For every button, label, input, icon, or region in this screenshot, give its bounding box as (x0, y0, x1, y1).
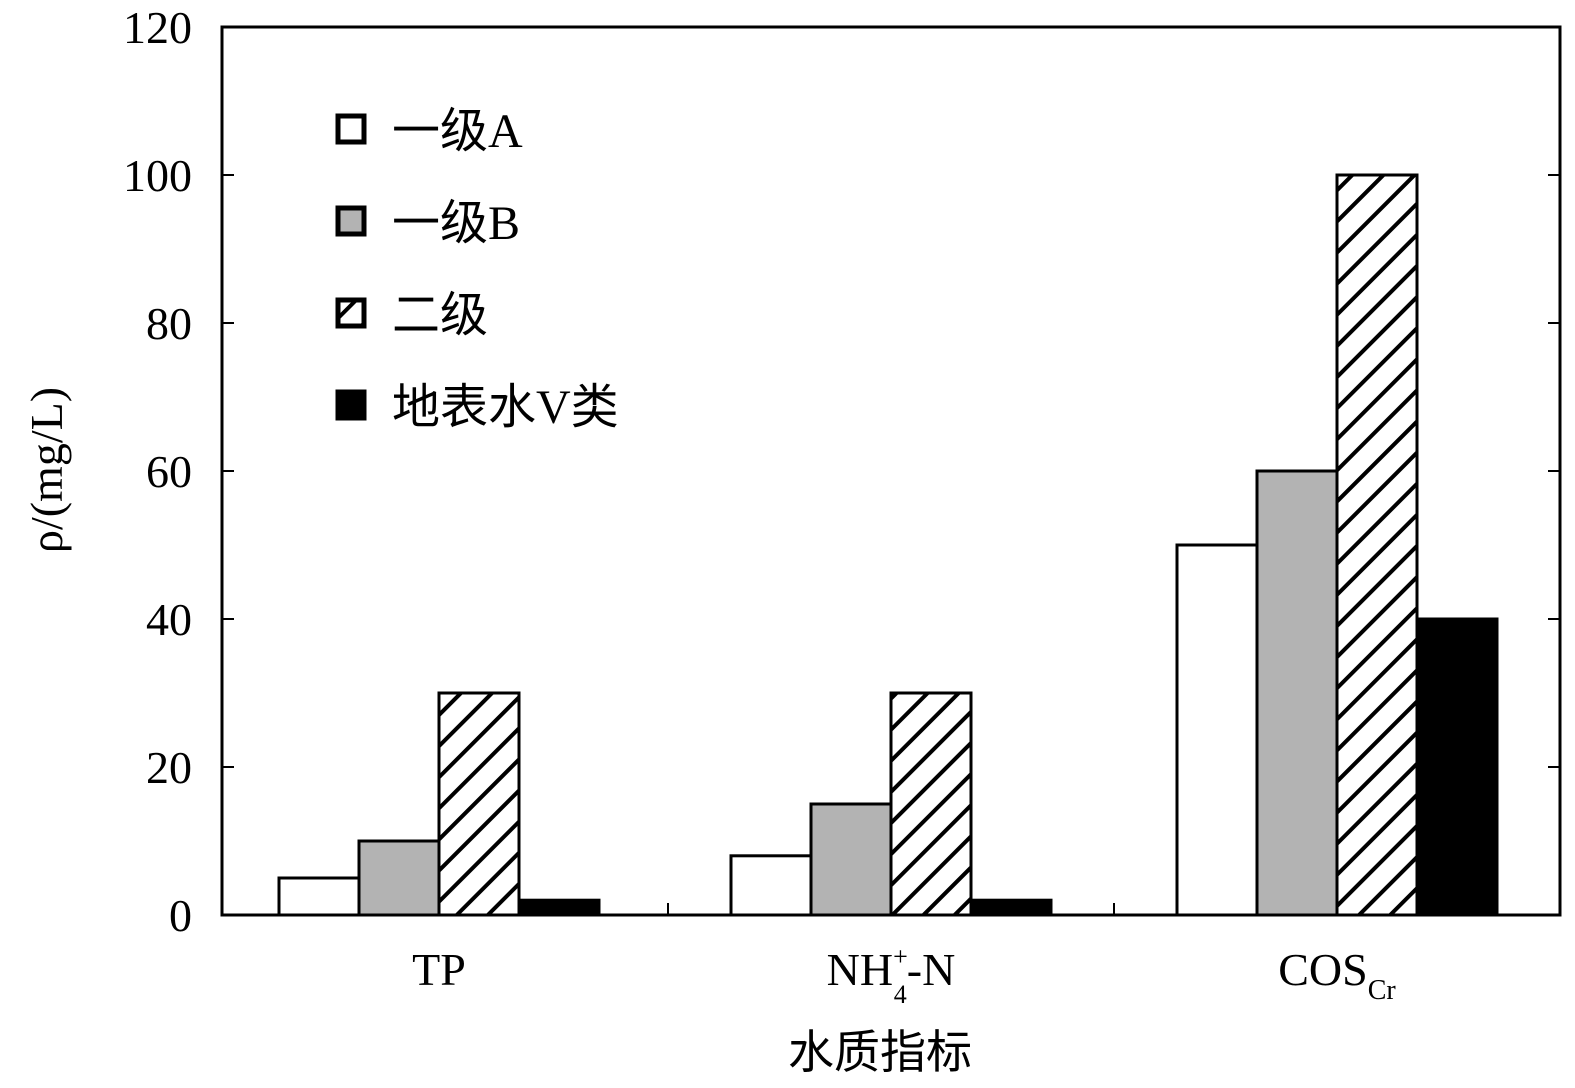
legend-swatch (335, 113, 367, 145)
y-tick-label: 40 (146, 594, 192, 645)
bar-1-2 (729, 854, 813, 917)
bar-3-1 (437, 691, 521, 917)
y-tick-label: 0 (169, 890, 192, 941)
bar-1-3 (1175, 543, 1259, 917)
bar-4-2 (969, 898, 1053, 917)
x-tick-label: COSCr (1278, 944, 1396, 1006)
bar-1-1 (277, 876, 361, 917)
legend-swatch (335, 297, 367, 329)
bar-3-3 (1335, 173, 1419, 917)
y-tick-label: 100 (123, 150, 192, 201)
y-tick-label: 120 (123, 2, 192, 53)
legend-label: 一级A (392, 105, 523, 158)
bar-2-1 (357, 839, 441, 917)
x-tick-label: NH+ 4-N (827, 942, 956, 1009)
bar-2-3 (1255, 469, 1339, 917)
bar-2-2 (809, 802, 893, 917)
y-axis-label: ρ/(mg/L) (21, 387, 72, 553)
bar-3-2 (889, 691, 973, 917)
legend-label: 二级 (392, 289, 488, 342)
y-tick-label: 60 (146, 446, 192, 497)
y-tick-label: 20 (146, 742, 192, 793)
y-tick-label: 80 (146, 298, 192, 349)
x-tick-label: TP (412, 944, 466, 995)
bar-4-3 (1415, 617, 1499, 917)
x-axis-label: 水质指标 (788, 1027, 972, 1078)
legend-label: 地表水V类 (392, 381, 619, 434)
legend-swatch (335, 205, 367, 237)
legend-swatch (335, 389, 367, 421)
legend-label: 一级B (392, 197, 520, 250)
bar-4-1 (517, 898, 601, 917)
